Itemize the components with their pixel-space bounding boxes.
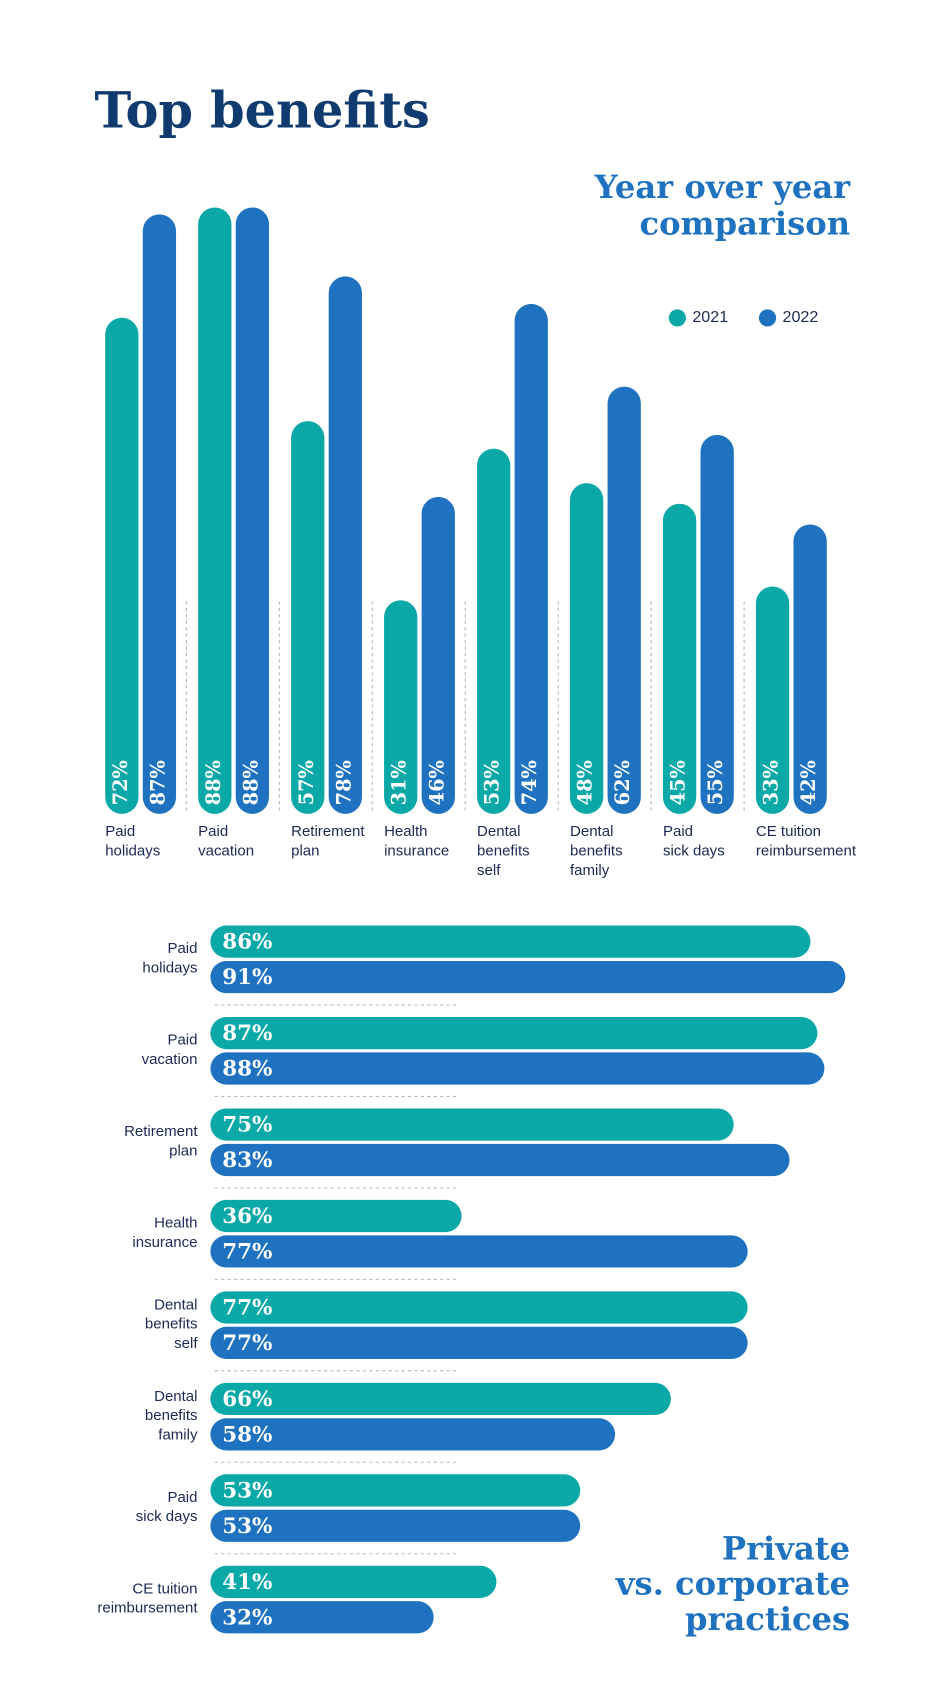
bar — [198, 207, 232, 814]
category-label: CE tuition reimbursement — [97, 1580, 198, 1616]
value-label: 83% — [222, 1148, 272, 1173]
value-label: 87% — [146, 760, 169, 805]
bar — [514, 303, 548, 814]
legend-label: 2021 — [692, 308, 728, 326]
value-label: 91% — [222, 965, 272, 990]
category-label: Health insurance — [132, 1215, 197, 1251]
value-label: 72% — [109, 760, 132, 805]
category-label: CE tuition reimbursement — [756, 823, 857, 859]
bar — [384, 600, 418, 814]
value-label: 88% — [239, 760, 262, 805]
value-label: 87% — [222, 1021, 272, 1046]
value-label: 36% — [222, 1204, 272, 1229]
bar — [793, 524, 827, 814]
value-label: 78% — [332, 760, 355, 805]
page-title: Top benefits — [94, 82, 429, 140]
value-label: 53% — [222, 1478, 272, 1503]
category-label: Retirement plan — [124, 1123, 198, 1159]
bar — [421, 496, 455, 814]
value-label: 33% — [760, 760, 783, 805]
value-label: 66% — [222, 1387, 272, 1412]
value-label: 77% — [222, 1240, 272, 1265]
bar — [607, 386, 641, 814]
value-label: 32% — [222, 1605, 272, 1630]
chart-subtitle: Year over year comparison — [594, 168, 852, 242]
value-label: 74% — [518, 760, 541, 805]
category-label: Dental benefits self — [477, 823, 530, 879]
chart-subtitle: Private vs. corporate practices — [615, 1529, 850, 1638]
bar — [570, 483, 604, 814]
bar — [210, 1235, 748, 1268]
bar — [477, 448, 511, 814]
bar — [210, 1565, 497, 1598]
value-label: 53% — [481, 760, 504, 805]
category-label: Paid vacation — [142, 1032, 198, 1068]
category-label: Retirement plan — [291, 823, 365, 859]
bar — [210, 1418, 616, 1451]
category-label: Paid sick days — [136, 1489, 198, 1525]
value-label: 62% — [611, 760, 634, 805]
bar — [210, 1601, 434, 1634]
category-label: Paid sick days — [663, 823, 725, 859]
value-label: 55% — [704, 760, 727, 805]
value-label: 48% — [574, 760, 597, 805]
bar — [700, 434, 734, 814]
category-label: Paid holidays — [105, 823, 160, 859]
value-label: 46% — [425, 760, 448, 805]
bar — [662, 503, 697, 814]
bar — [210, 960, 846, 994]
legend-swatch — [668, 309, 686, 327]
value-label: 41% — [222, 1570, 272, 1595]
category-label: Paid holidays — [142, 940, 197, 976]
value-label: 86% — [222, 930, 272, 955]
category-label: Health insurance — [384, 823, 449, 859]
value-label: 88% — [222, 1057, 272, 1082]
bar — [210, 1326, 748, 1360]
value-label: 53% — [222, 1514, 272, 1539]
bar — [210, 1052, 825, 1085]
value-label: 77% — [222, 1296, 272, 1321]
category-label: Dental benefits self — [145, 1296, 198, 1352]
value-label: 75% — [222, 1113, 272, 1138]
bar — [210, 1143, 790, 1177]
bar — [755, 586, 790, 814]
category-label: Dental benefits family — [570, 823, 623, 879]
bar — [235, 207, 270, 814]
value-label: 77% — [222, 1331, 272, 1356]
bar — [142, 214, 177, 814]
bar — [210, 1382, 671, 1416]
legend-swatch — [758, 309, 777, 327]
bar — [210, 1474, 581, 1507]
legend-label: 2022 — [783, 308, 819, 326]
value-label: 57% — [295, 760, 318, 805]
bar — [210, 1291, 748, 1324]
bar — [210, 925, 811, 958]
category-label: Dental benefits family — [145, 1388, 198, 1444]
bar — [291, 421, 325, 814]
bar — [328, 276, 362, 814]
bar — [105, 317, 139, 814]
value-label: 58% — [222, 1422, 272, 1447]
bar — [210, 1017, 818, 1050]
value-label: 45% — [667, 760, 690, 805]
bar — [210, 1108, 734, 1141]
bar — [210, 1199, 462, 1233]
bar — [210, 1509, 581, 1542]
value-label: 88% — [202, 760, 225, 805]
value-label: 31% — [388, 760, 411, 805]
value-label: 42% — [797, 760, 820, 805]
category-label: Paid vacation — [198, 823, 254, 859]
